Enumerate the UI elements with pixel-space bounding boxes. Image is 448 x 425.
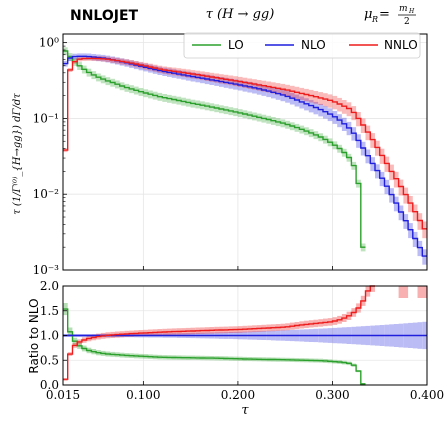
x-tick-label-1: 0.100	[126, 388, 160, 402]
header-right-num: m	[399, 4, 408, 14]
header-center: τ (H → gg)	[206, 7, 275, 22]
ratio-band-nnlo-65	[370, 286, 375, 292]
main-lines	[63, 50, 427, 257]
legend-nlo-label: NLO	[301, 38, 326, 52]
main-band-nlo-67	[379, 171, 385, 187]
main-band-nlo-69	[389, 188, 394, 203]
x-tick-label-3: 0.300	[315, 388, 349, 402]
main-band-nlo-66	[375, 164, 380, 179]
main-band-nlo-74	[412, 231, 418, 247]
main-band-nnlo-59	[341, 100, 347, 114]
main-band-nnlo-75	[417, 213, 423, 230]
main-y-tick-label-2: 10⁻²	[33, 187, 60, 201]
ratio-band-nnlo-tail-1	[417, 286, 427, 298]
main-bands	[63, 47, 427, 265]
x-tick-label-4: 0.400	[410, 388, 444, 402]
main-band-nnlo-64	[365, 125, 371, 141]
ratio-ticks: 0.015 0.100 0.200 0.300 0.400 2.0 1.5 1.0 0.5 0.0	[40, 279, 444, 402]
main-band-nnlo-71	[398, 179, 404, 196]
main-band-nlo-65	[370, 157, 375, 172]
ratio-y-tick-label-3: 0.5	[40, 353, 59, 367]
main-band-nnlo-62	[356, 112, 361, 127]
x-tick-label-0: 0.015	[46, 388, 80, 402]
main-band-nnlo-56	[327, 94, 333, 108]
ratio-lines	[63, 285, 427, 385]
main-band-nnlo-57	[332, 95, 338, 110]
main-line-nnlo	[63, 57, 427, 230]
main-line-lo	[63, 50, 366, 248]
header-left: NNLOJET	[70, 8, 139, 24]
main-y-tick-label-0: 10⁰	[39, 36, 59, 50]
ratio-line-nnlo	[63, 285, 375, 380]
main-band-nnlo-72	[403, 187, 409, 204]
main-band-nlo-73	[408, 223, 413, 239]
main-y-tick-label-3: 10⁻³	[33, 263, 60, 277]
legend: LO NLO NNLO	[183, 32, 421, 59]
ratio-y-label-text: Ratio to NLO	[27, 298, 41, 373]
header-right-eq: =	[379, 7, 390, 22]
ratio-line-lo	[63, 308, 366, 385]
main-band-nlo-75	[417, 240, 423, 257]
ratio-y-tick-label-0: 2.0	[40, 279, 59, 293]
main-band-nnlo-63	[360, 118, 366, 133]
ratio-y-tick-label-1: 1.5	[40, 304, 59, 318]
ratio-axes-frame	[62, 285, 428, 386]
x-tick-label-2: 0.200	[221, 388, 255, 402]
main-band-nlo-76	[422, 249, 427, 265]
legend-lo-label: LO	[228, 38, 244, 52]
main-band-nnlo-70	[393, 171, 399, 188]
main-band-nnlo-69	[389, 164, 394, 181]
ratio-y-tick-label-2: 1.0	[40, 329, 59, 343]
header-right-num-sub: H	[408, 8, 415, 15]
main-band-nnlo-73	[408, 196, 413, 213]
main-band-nlo-70	[393, 196, 399, 212]
main-band-nnlo-61	[351, 106, 357, 121]
main-band-nnlo-68	[384, 156, 390, 172]
main-band-nnlo-74	[412, 204, 418, 221]
main-band-nnlo-66	[375, 140, 380, 156]
header-right-sub: R	[371, 15, 378, 24]
ratio-y-tick-label-4: 0.0	[40, 378, 59, 392]
header-right: μ R = m H 2	[364, 4, 416, 27]
legend-nnlo-label: NNLO	[384, 38, 418, 52]
main-band-nlo-68	[384, 179, 390, 195]
main-band-nlo-72	[403, 214, 409, 229]
main-y-label: τ (1/Γ⁽⁰⁾_{H→gg}) dΓ/dτ	[12, 93, 23, 215]
main-band-nnlo-76	[422, 221, 427, 239]
x-axis-label: τ	[241, 403, 249, 418]
legend-box	[183, 32, 421, 59]
main-y-label-text: τ (1/Γ⁽⁰⁾_{H→gg}) dΓ/dτ	[12, 93, 23, 215]
ratio-y-label: Ratio to NLO	[27, 298, 41, 373]
main-axes-frame	[62, 33, 428, 271]
header-right-den: 2	[404, 17, 410, 27]
header-right-mu: μ	[364, 7, 372, 22]
main-band-nnlo-65	[370, 133, 375, 148]
main-band-nnlo-67	[379, 148, 385, 164]
main-grid	[62, 34, 428, 271]
main-ticks: 10⁰ 10⁻¹ 10⁻² 10⁻³	[33, 36, 428, 277]
main-y-tick-label-1: 10⁻¹	[33, 111, 59, 125]
ratio-band-nnlo-tail-0	[398, 286, 409, 298]
main-band-nlo-71	[398, 205, 404, 221]
main-band-nnlo-60	[346, 102, 352, 117]
